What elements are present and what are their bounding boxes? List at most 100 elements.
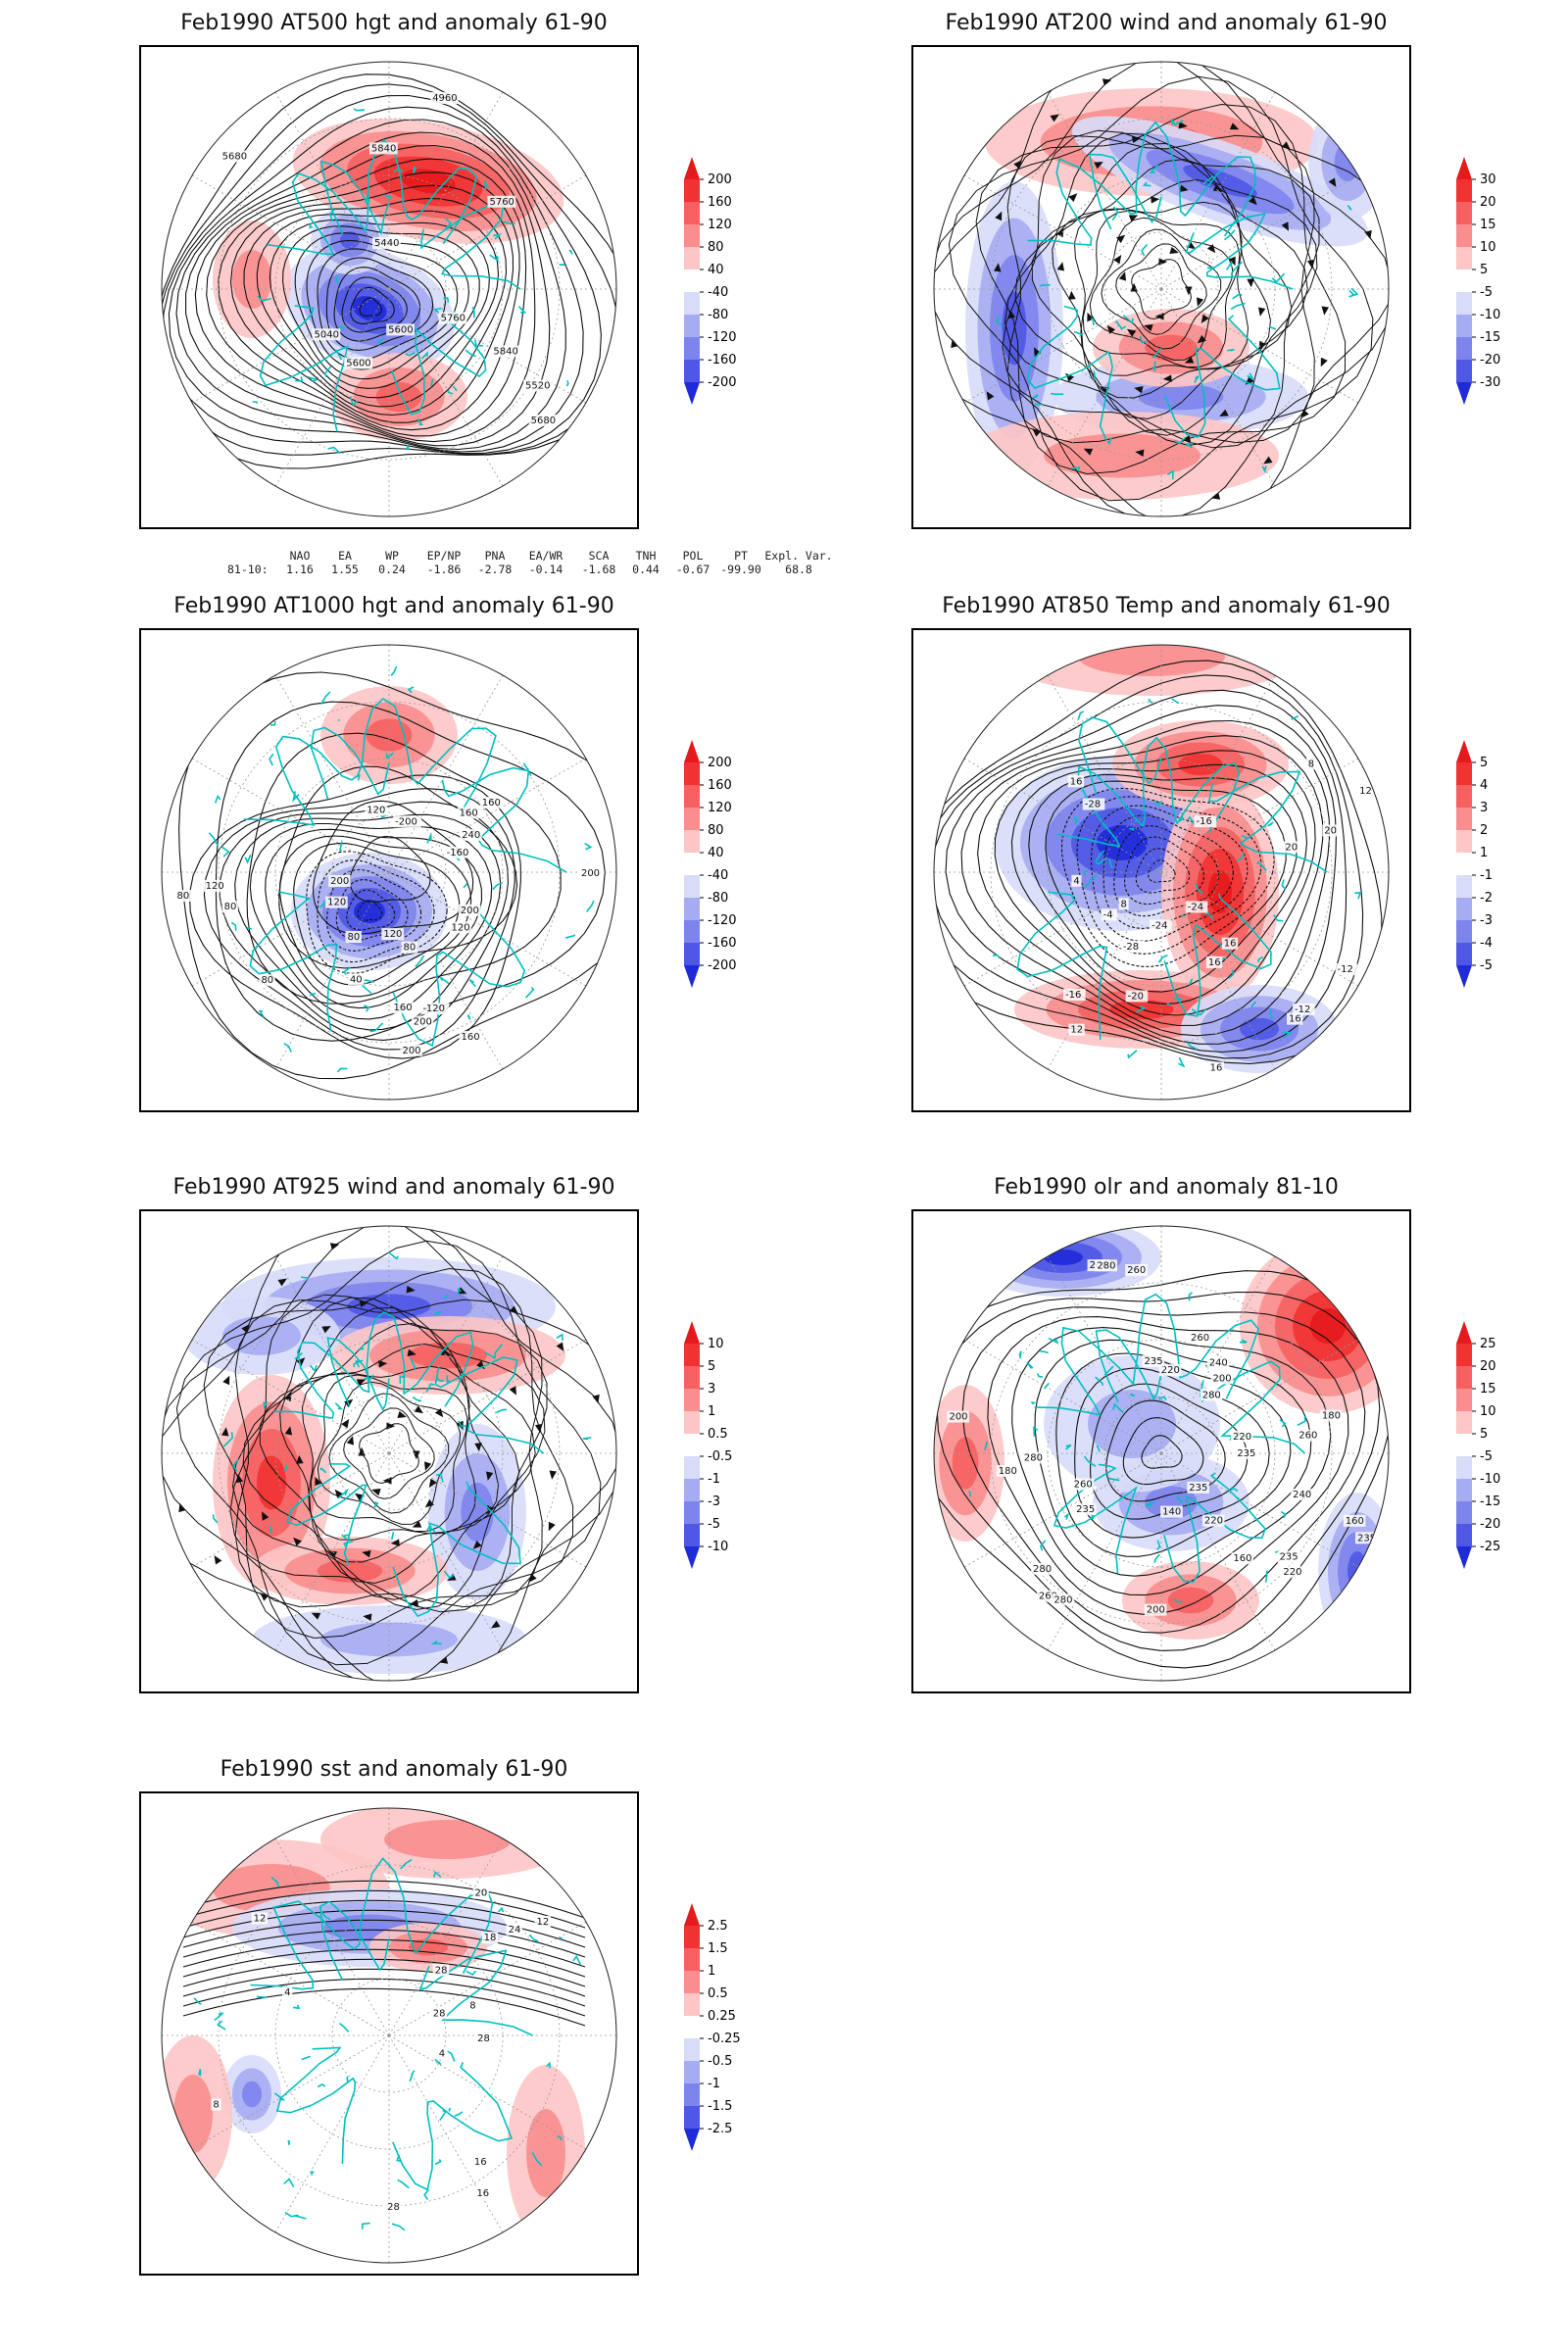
colorbar-segment: [684, 1971, 700, 1993]
contour-label: 40: [350, 974, 363, 985]
contour-label-bg: [372, 237, 401, 250]
colorbar-label: 5: [708, 1359, 715, 1374]
contour-label: 12: [1070, 1025, 1083, 1036]
coastline-island: [1142, 181, 1152, 187]
coastline-island: [1130, 1393, 1136, 1397]
map-disc: 2352602402802602402352202001601802002352…: [934, 1226, 1389, 1681]
streamline-arrow: [1083, 448, 1094, 456]
coastline-island: [466, 1014, 471, 1020]
contour-line: [934, 674, 1364, 1059]
contour-label-bg: [1189, 1332, 1211, 1345]
coastline-island: [1187, 815, 1197, 826]
panel-1000hgt: Feb1990 AT1000 hgt and anomaly 61-90 80 8…: [139, 593, 825, 1142]
contour-label: 220: [1204, 1516, 1223, 1527]
negative-anomaly-area: [1334, 142, 1361, 181]
index-value-cell: -0.14: [528, 563, 564, 576]
streamline-arrow: [363, 1613, 372, 1621]
contour-label: 18: [484, 1933, 497, 1943]
contour-label: 16: [1070, 776, 1083, 787]
coastline-island: [217, 2020, 226, 2031]
colorbar-segment: [684, 1456, 700, 1479]
contour-line: [945, 705, 1337, 1045]
contour-line: [359, 297, 382, 317]
lat-lon-grid: [934, 1226, 1389, 1681]
streamline-arrow: [407, 1348, 416, 1357]
coastline-island: [493, 1344, 503, 1359]
coastline-island: [342, 966, 351, 976]
coastline-island: [458, 1420, 467, 1428]
contour-label-bg: [947, 1410, 970, 1423]
colorbar-label: -20: [1480, 1517, 1500, 1532]
coastlines: [992, 698, 1362, 1068]
coastline-island: [564, 934, 576, 939]
positive-anomaly-area: [1310, 1308, 1346, 1344]
colorbar-segment: [684, 1479, 700, 1501]
meridian-line: [191, 1921, 390, 2036]
meridian-line: [1160, 871, 1359, 987]
coastline-island: [426, 832, 432, 844]
meridian-line: [191, 174, 390, 290]
coastline-island: [1267, 821, 1274, 827]
contour-line: [1076, 796, 1262, 955]
contour-label-bg: [1125, 990, 1149, 1003]
coastline-island: [208, 832, 219, 846]
coastline-island: [1083, 1455, 1097, 1467]
coastline-island: [287, 2139, 291, 2145]
contour-label: 5440: [374, 238, 399, 249]
coastline-island: [393, 168, 404, 173]
colorbar-arrow-top: [684, 1903, 700, 1926]
streamline: [317, 1381, 462, 1525]
contour-label: 80: [404, 943, 416, 954]
contour-label-bg: [1031, 1562, 1054, 1575]
coastline-island: [1283, 1031, 1293, 1039]
colorbar-label: -30: [1480, 375, 1500, 390]
contour-label-bg: [400, 1044, 423, 1056]
streamline-arrow: [438, 1656, 449, 1664]
contour-label: 200: [414, 1016, 432, 1027]
colorbar-label: -1: [1480, 868, 1493, 883]
contour-label: -16: [1197, 816, 1212, 827]
contour-label: 280: [1033, 1564, 1052, 1575]
contour-line: [934, 1270, 1389, 1669]
coastline-island: [1171, 698, 1180, 705]
colorbar-segment: [1456, 1479, 1472, 1501]
coastline-island: [582, 1436, 592, 1441]
contour-label-bg: [436, 2047, 447, 2060]
map-boundary: [161, 1225, 617, 1682]
index-value-cell: 0.24: [378, 563, 406, 576]
coastline-island: [198, 2069, 202, 2077]
coastline-island: [270, 1525, 272, 1534]
coastline-island: [457, 1288, 463, 1295]
coastline-island: [1139, 335, 1149, 344]
coastline-island: [1348, 289, 1354, 296]
coastline-island: [1227, 348, 1235, 352]
map-frame: 12 8 4 16 -24 -28 -12 -16 -20 -24 -28 -16 -12 -4 16 20 8…: [911, 628, 1411, 1112]
colorbar-label: -3: [1480, 913, 1493, 928]
contour-label-bg: [368, 142, 398, 155]
colorbar-arrow-top: [1456, 1321, 1472, 1344]
contour-line: [194, 144, 536, 443]
contour-label-bg: [1052, 1593, 1075, 1606]
coastline-island: [1268, 325, 1277, 330]
contour-label: 200: [1147, 1605, 1165, 1616]
coastline-island: [434, 2159, 442, 2166]
coastline-island: [502, 220, 515, 225]
contour-label-bg: [1144, 1603, 1167, 1616]
contour-label: 120: [383, 929, 402, 940]
meridian-line: [274, 288, 390, 487]
coastline-island: [1206, 267, 1213, 270]
colorbar-label: -25: [1480, 1540, 1500, 1554]
coastline-island: [292, 791, 300, 803]
coastline-island: [517, 306, 527, 314]
negative-anomaly-area: [1240, 1017, 1279, 1041]
colorbar-label: 120: [708, 801, 732, 815]
coastline-island: [1148, 698, 1153, 705]
colorbar: 25 20 15 10 5 -5 -10 -15 -20 -25: [1452, 1311, 1560, 1586]
contour-label-bg: [432, 1964, 450, 1977]
positive-anomaly-area: [232, 250, 271, 309]
colorbar-arrow-bottom: [684, 2129, 700, 2151]
coastline-island: [399, 1376, 406, 1384]
contour-label-bg: [996, 1464, 1019, 1477]
coastline-island: [1230, 302, 1246, 311]
contour-label: 28: [477, 2034, 490, 2044]
